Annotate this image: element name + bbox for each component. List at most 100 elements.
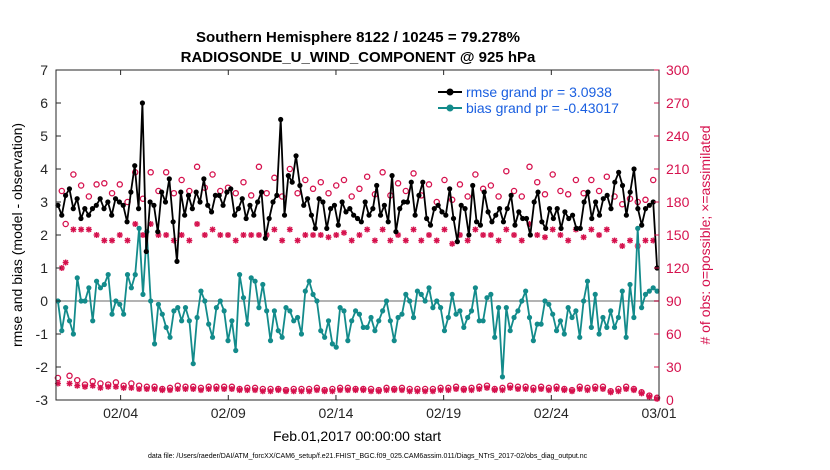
obs-assimilated-point (151, 386, 158, 392)
bias-point (148, 298, 154, 304)
rmse-point (370, 206, 376, 212)
obs-assimilated-point (81, 383, 88, 390)
obs-assimilated-stroke (515, 386, 521, 392)
obs-assimilated-point (279, 237, 286, 244)
obs-possible-point (649, 176, 657, 184)
rmse-point (558, 225, 564, 231)
obs-assimilated-point (418, 237, 425, 244)
rmse-point (374, 182, 380, 189)
obs-assimilated-stroke (546, 387, 552, 393)
rmse-point (585, 189, 591, 195)
bias-point (260, 281, 266, 288)
obs-assimilated-stroke (186, 237, 193, 244)
obs-assimilated-stroke (337, 387, 343, 393)
obs-assimilated-point (306, 388, 313, 395)
rmse-point (159, 189, 165, 195)
rmse-point (220, 202, 226, 208)
obs-assimilated-stroke (225, 232, 231, 238)
obs-assimilated-stroke (491, 387, 498, 393)
rmse-point (566, 215, 572, 222)
legend: rmse grand pr = 3.0938 bias grand pr = -… (438, 84, 619, 116)
obs-assimilated-stroke (511, 232, 517, 238)
obs-assimilated-point (379, 226, 386, 233)
obs-assimilated-stroke (646, 393, 653, 400)
rmse-point (351, 212, 357, 218)
obs-assimilated-stroke (105, 384, 111, 390)
obs-possible-point (564, 191, 572, 198)
obs-assimilated-stroke (287, 226, 293, 233)
bias-point (171, 308, 177, 314)
obs-assimilated-point (159, 387, 166, 394)
obs-assimilated-point (58, 265, 65, 271)
obs-assimilated-stroke (260, 388, 266, 394)
obs-assimilated-stroke (631, 387, 637, 393)
rmse-point (439, 209, 445, 215)
rmse-point (642, 206, 649, 212)
bias-point (356, 311, 363, 317)
bias-point (403, 291, 409, 297)
bias-point (550, 311, 556, 317)
y-right-tick-label: 60 (666, 326, 682, 342)
obs-possible-point (93, 181, 100, 188)
obs-assimilated-point (201, 232, 208, 238)
obs-possible-point (77, 182, 85, 189)
obs-assimilated-stroke (194, 221, 200, 227)
bias-point (445, 314, 451, 321)
obs-assimilated-point (248, 232, 255, 238)
obs-assimilated-stroke (302, 232, 309, 238)
data-file-footnote: data file: /Users/raeder/DAI/ATM_forcXX/… (148, 453, 588, 460)
bias-point (225, 338, 231, 344)
obs-assimilated-stroke (488, 232, 494, 238)
rmse-point (608, 206, 614, 212)
obs-possible-point (263, 189, 270, 197)
bias-point (82, 298, 88, 304)
obs-assimilated-stroke (445, 387, 452, 393)
obs-possible-point (348, 193, 355, 200)
x-axis-label: Feb.01,2017 00:00:00 start (273, 428, 441, 444)
rmse-point (393, 229, 399, 235)
obs-possible-point (162, 169, 170, 176)
obs-assimilated-point (623, 386, 630, 392)
rmse-point (120, 202, 126, 208)
obs-assimilated-point (557, 232, 564, 238)
rmse-point (343, 209, 349, 215)
bias-point (221, 308, 227, 314)
rmse-point (639, 222, 645, 228)
bias-point (480, 318, 486, 324)
bias-point (553, 328, 560, 334)
obs-assimilated-stroke (607, 389, 614, 396)
obs-assimilated-stroke (615, 388, 622, 394)
obs-assimilated-point (310, 232, 317, 238)
obs-possible-point (572, 176, 580, 184)
obs-assimilated-point (480, 232, 487, 238)
rmse-point (562, 209, 568, 215)
rmse-point (228, 186, 234, 192)
obs-assimilated-point (163, 232, 170, 238)
obs-assimilated-stroke (480, 232, 486, 238)
obs-assimilated-stroke (642, 237, 649, 244)
bias-point (333, 344, 339, 350)
rmse-point (481, 189, 487, 195)
bias-point (434, 298, 440, 304)
rmse-point (312, 225, 318, 231)
bias-point (368, 314, 374, 321)
obs-possible-point (209, 171, 216, 178)
obs-possible-point (240, 178, 247, 186)
obs-assimilated-point (402, 237, 409, 244)
bias-point (523, 288, 529, 294)
rmse-point (569, 212, 576, 218)
rmse-point (489, 219, 495, 225)
obs-assimilated-stroke (163, 232, 169, 238)
obs-assimilated-stroke (604, 226, 610, 233)
rmse-point (573, 225, 580, 231)
obs-assimilated-point (553, 386, 560, 392)
bias-point (407, 298, 413, 304)
rmse-point (458, 202, 464, 208)
x-tick-label: 03/01 (641, 405, 676, 421)
rmse-point (70, 206, 76, 212)
obs-assimilated-point (437, 387, 444, 394)
obs-assimilated-point (638, 390, 645, 397)
obs-assimilated-stroke (252, 387, 258, 393)
obs-assimilated-point (321, 388, 328, 395)
obs-assimilated-stroke (422, 388, 428, 394)
